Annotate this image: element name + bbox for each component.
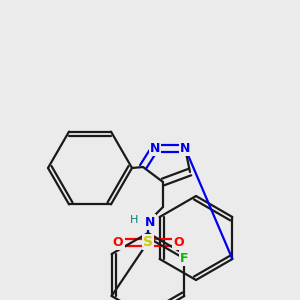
Text: N: N — [180, 142, 190, 154]
Text: H: H — [130, 215, 138, 225]
Text: S: S — [143, 235, 153, 249]
Text: O: O — [113, 236, 123, 248]
Text: N: N — [145, 215, 155, 229]
Text: O: O — [174, 236, 184, 248]
Text: N: N — [150, 142, 160, 154]
Text: F: F — [180, 251, 189, 265]
